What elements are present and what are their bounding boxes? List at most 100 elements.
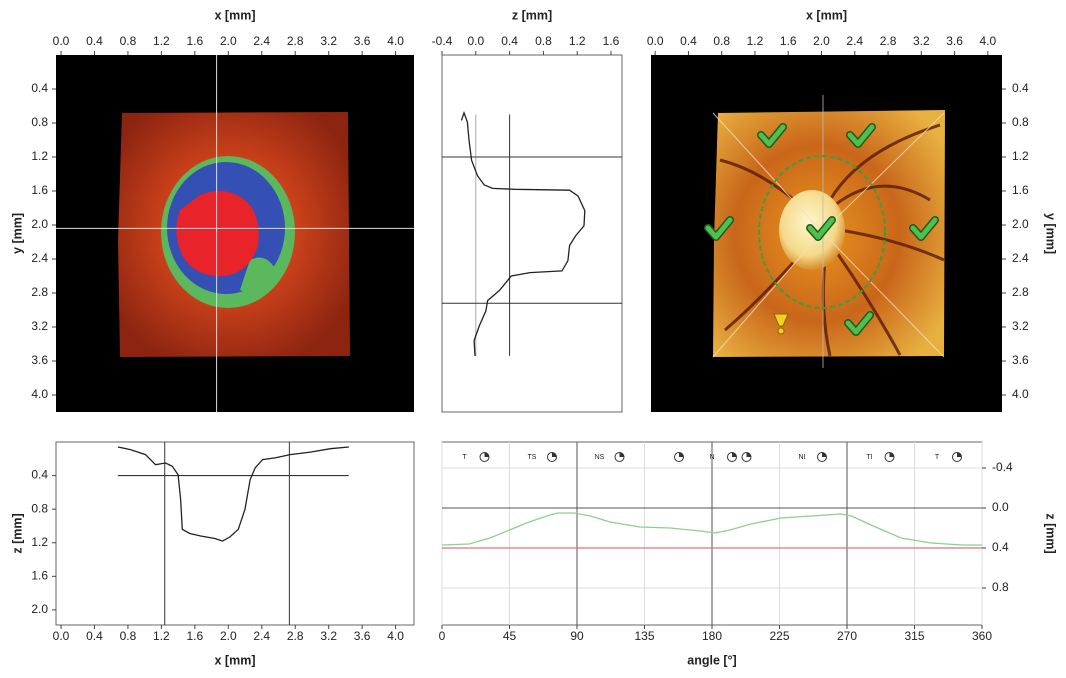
x-tick-label: 0.0 [53,34,70,48]
x-axis-title: x [mm] [806,8,847,22]
x-tick-label: 1.2 [153,629,170,643]
sector-icon-wedge [732,452,737,457]
x-tick-label: 135 [634,629,654,643]
x-tick-label: 0.0 [467,34,484,48]
y-tick-label: 0.8 [992,580,1009,594]
sector-icon-wedge [889,452,894,457]
x-axis-title: x [mm] [215,653,256,667]
sector-label: TS [528,454,537,461]
sector-icon-wedge [957,452,962,457]
y-axis-title: y [mm] [10,213,24,254]
x-tick-label: 1.6 [780,34,797,48]
x-tick-label: 1.6 [187,34,204,48]
sector-icon-wedge [679,452,684,457]
sector-label: T [935,454,940,461]
x-tick-label: 1.2 [569,34,586,48]
x-tick-label: 270 [837,629,857,643]
y-tick-label: 0.4 [1012,81,1029,95]
x-tick-label: 2.8 [287,629,304,643]
x-tick-label: 0.8 [535,34,552,48]
profile-line [460,110,586,356]
x-tick-label: 0.4 [680,34,697,48]
x-tick-label: 3.2 [320,629,337,643]
y-tick-label: 1.2 [1012,149,1029,163]
y-tick-label: 0.8 [31,501,48,515]
y-tick-label: 1.6 [31,568,48,582]
x-tick-label: 3.6 [946,34,963,48]
sector-label: NI [799,454,806,461]
x-tick-label: 4.0 [980,34,997,48]
y-tick-label: 0.8 [1012,115,1029,129]
x-tick-label: 1.6 [187,629,204,643]
y-tick-label: 1.6 [31,183,48,197]
sector-icon-wedge [484,452,489,457]
x-tick-label: 0.0 [647,34,664,48]
sector-icon-wedge [619,452,624,457]
x-tick-label: 2.4 [253,34,270,48]
plot-area [55,441,415,626]
x-tick-label: 2.4 [253,629,270,643]
y-tick-label: 4.0 [31,387,48,401]
x-tick-label: -0.4 [432,34,453,48]
y-tick-label: 1.6 [1012,183,1029,197]
y-tick-label: 3.6 [31,353,48,367]
x-tick-label: 180 [702,629,722,643]
x-tick-label: 0.4 [501,34,518,48]
x-tick-label: 2.4 [846,34,863,48]
y-axis-title: y [mm] [1044,213,1058,254]
y-tick-label: 0.4 [31,468,48,482]
fundus-photo [651,55,1002,412]
y-tick-label: 2.0 [31,217,48,231]
x-axis-title: angle [°] [687,653,736,667]
x-tick-label: 315 [904,629,924,643]
sector-label: N [709,454,714,461]
x-tick-label: 45 [503,629,517,643]
x-tick-label: 0.4 [86,629,103,643]
x-tick-label: 360 [972,629,992,643]
x-tick-label: 3.2 [913,34,930,48]
y-tick-label: 2.0 [1012,217,1029,231]
y-tick-label: 3.6 [1012,353,1029,367]
x-tick-label: 3.6 [354,34,371,48]
y-axis-title: z [mm] [10,513,24,553]
y-tick-label: -0.4 [992,460,1013,474]
x-tick-label: 1.2 [153,34,170,48]
x-tick-label: 90 [570,629,584,643]
x-tick-label: 0.8 [713,34,730,48]
y-tick-label: 2.8 [1012,285,1029,299]
sector-label: T [462,454,467,461]
y-tick-label: 2.0 [31,602,48,616]
x-tick-label: 2.0 [813,34,830,48]
y-tick-label: 1.2 [31,535,48,549]
x-tick-label: 1.6 [603,34,620,48]
sector-icon-wedge [746,452,751,457]
y-tick-label: 3.2 [1012,319,1029,333]
y-tick-label: 0.8 [31,115,48,129]
x-tick-label: 225 [769,629,789,643]
y-tick-label: 0.0 [992,500,1009,514]
x-tick-label: 0.4 [86,34,103,48]
y-tick-label: 1.2 [31,149,48,163]
sector-label: TI [866,454,872,461]
profile-line [117,446,349,542]
x-tick-label: 2.8 [880,34,897,48]
x-tick-label: 3.2 [320,34,337,48]
y-tick-label: 0.4 [992,540,1009,554]
fundus-height-map [56,55,414,412]
y-tick-label: 3.2 [31,319,48,333]
profile-line [441,512,982,546]
y-tick-label: 2.4 [31,251,48,265]
plot-area [441,54,623,413]
x-tick-label: 0.0 [53,629,70,643]
x-tick-label: 2.8 [287,34,304,48]
x-tick-label: 2.0 [220,34,237,48]
x-tick-label: 1.2 [747,34,764,48]
x-tick-label: 0.8 [120,629,137,643]
x-tick-label: 0 [439,629,446,643]
y-tick-label: 0.4 [31,81,48,95]
x-tick-label: 0.8 [120,34,137,48]
sector-icon-wedge [822,452,827,457]
y-tick-label: 4.0 [1012,387,1029,401]
